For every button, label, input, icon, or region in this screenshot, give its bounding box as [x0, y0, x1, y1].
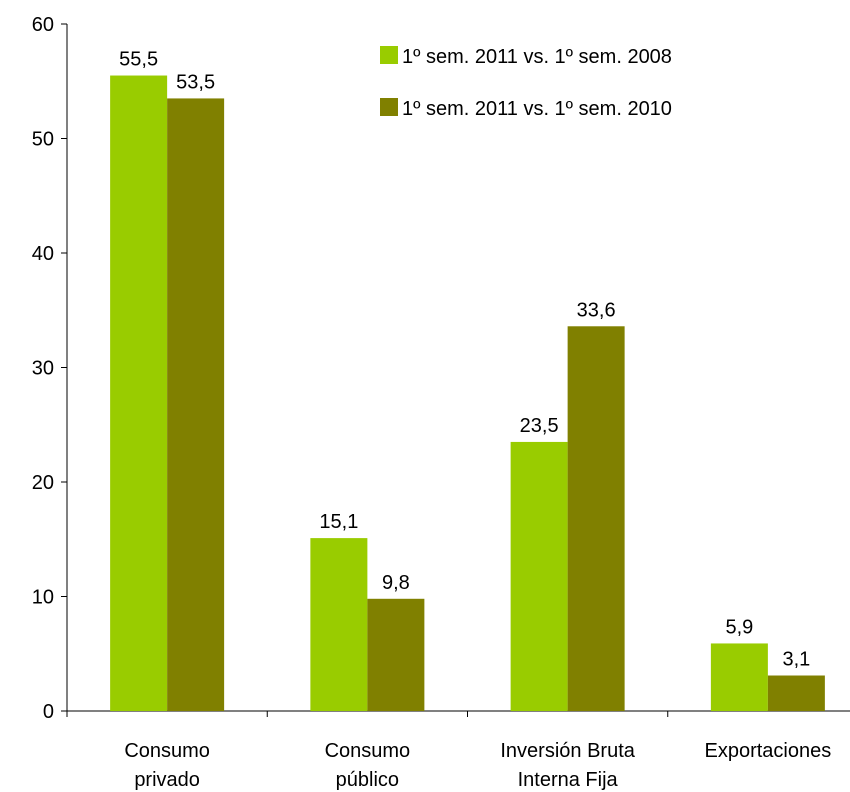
data-labels: 55,5 15,1 23,5 5,9 53,5 9,8 33,6 3,1 — [119, 49, 810, 671]
y-tick-label: 40 — [32, 243, 54, 265]
data-label: 5,9 — [725, 616, 753, 638]
category-labels: Consumo privado Consumo público Inversión Br… — [124, 740, 831, 791]
bar — [710, 643, 768, 711]
data-label: 3,1 — [782, 649, 810, 671]
bars — [110, 75, 825, 712]
legend: 1º sem. 2011 vs. 1º sem. 2008 1º sem. 201… — [380, 46, 672, 120]
data-label: 9,8 — [382, 572, 410, 594]
bar — [767, 675, 825, 711]
bar — [367, 598, 425, 711]
data-label: 55,5 — [119, 49, 158, 71]
y-tick-label: 20 — [32, 472, 54, 494]
y-tick-label: 60 — [32, 14, 54, 36]
y-tick-label: 30 — [32, 358, 54, 380]
bar — [510, 441, 568, 711]
category-label: Consumo público — [325, 740, 411, 791]
data-label: 23,5 — [520, 415, 559, 437]
bar — [110, 75, 168, 711]
bar — [567, 326, 625, 711]
category-label: Consumo privado — [124, 740, 210, 791]
y-tick-label: 10 — [32, 587, 54, 609]
category-label: Inversión Bruta Interna Fija — [500, 740, 635, 791]
data-label: 33,6 — [577, 299, 616, 321]
legend-label: 1º sem. 2011 vs. 1º sem. 2010 — [402, 98, 672, 120]
legend-label: 1º sem. 2011 vs. 1º sem. 2008 — [402, 46, 672, 68]
data-label: 53,5 — [176, 71, 215, 93]
bar — [310, 538, 368, 711]
y-tick-label: 0 — [43, 701, 54, 723]
y-tick-label: 50 — [32, 129, 54, 151]
legend-swatch — [380, 46, 398, 64]
data-label: 15,1 — [319, 511, 358, 533]
bar — [167, 98, 225, 712]
category-label: Exportaciones — [705, 740, 832, 762]
legend-swatch — [380, 98, 398, 116]
